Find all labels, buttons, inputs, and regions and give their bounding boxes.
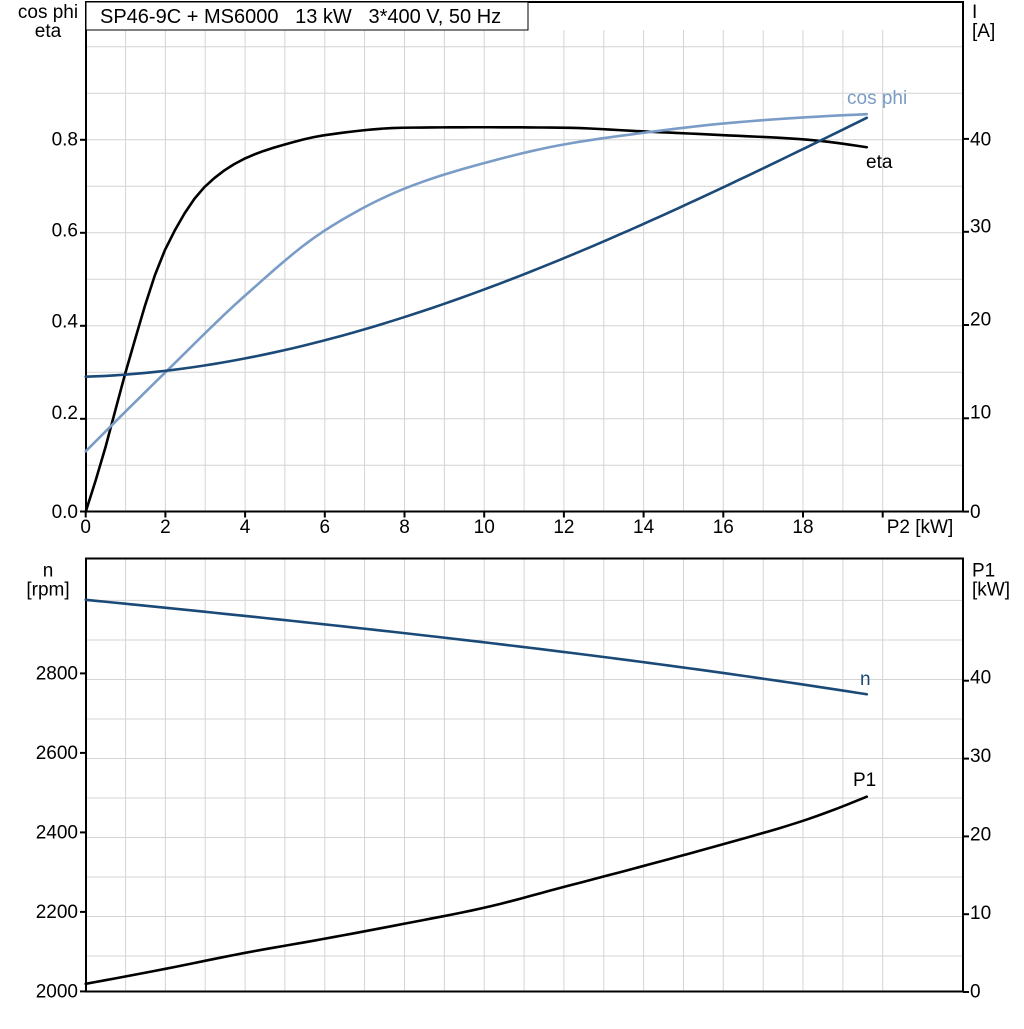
- svg-text:4: 4: [240, 517, 251, 538]
- svg-text:2800: 2800: [36, 664, 78, 685]
- svg-text:18: 18: [792, 517, 813, 538]
- svg-text:14: 14: [633, 517, 655, 538]
- svg-text:20: 20: [970, 825, 991, 846]
- svg-text:2600: 2600: [36, 743, 78, 764]
- svg-text:6: 6: [320, 517, 331, 538]
- svg-text:0.0: 0.0: [52, 502, 78, 523]
- svg-text:0: 0: [970, 502, 981, 523]
- svg-text:eta: eta: [866, 152, 893, 173]
- svg-text:n: n: [860, 669, 871, 690]
- svg-text:12: 12: [553, 517, 574, 538]
- svg-text:SP46-9C + MS6000 13 kW 3*4: SP46-9C + MS6000 13 kW 3*400 V, 50 Hz: [100, 6, 501, 28]
- svg-text:2000: 2000: [36, 982, 78, 1003]
- svg-text:10: 10: [970, 903, 991, 924]
- svg-text:eta: eta: [35, 21, 62, 42]
- svg-text:0.4: 0.4: [52, 312, 79, 333]
- svg-text:P1: P1: [853, 770, 876, 791]
- svg-text:[kW]: [kW]: [972, 580, 1010, 601]
- svg-text:30: 30: [970, 746, 991, 767]
- svg-text:2: 2: [160, 517, 171, 538]
- svg-text:8: 8: [399, 517, 410, 538]
- svg-text:[rpm]: [rpm]: [26, 580, 69, 601]
- svg-text:0: 0: [80, 517, 91, 538]
- svg-text:2200: 2200: [36, 902, 78, 923]
- svg-text:P2 [kW]: P2 [kW]: [887, 517, 954, 538]
- svg-text:40: 40: [970, 668, 991, 689]
- svg-text:[A]: [A]: [972, 21, 995, 42]
- svg-text:10: 10: [970, 403, 991, 424]
- svg-text:10: 10: [474, 517, 495, 538]
- svg-text:0: 0: [970, 982, 981, 1003]
- svg-text:20: 20: [970, 310, 991, 331]
- svg-text:2400: 2400: [36, 823, 78, 844]
- svg-text:I: I: [972, 2, 977, 23]
- svg-text:30: 30: [970, 217, 991, 238]
- svg-text:0.2: 0.2: [52, 403, 78, 424]
- svg-text:0.6: 0.6: [52, 221, 78, 242]
- svg-text:0.8: 0.8: [52, 130, 78, 151]
- svg-text:P1: P1: [972, 561, 995, 582]
- svg-text:cos phi: cos phi: [18, 2, 78, 23]
- svg-text:16: 16: [713, 517, 734, 538]
- svg-text:n: n: [43, 561, 54, 582]
- svg-text:40: 40: [970, 130, 991, 151]
- svg-text:cos phi: cos phi: [847, 88, 907, 109]
